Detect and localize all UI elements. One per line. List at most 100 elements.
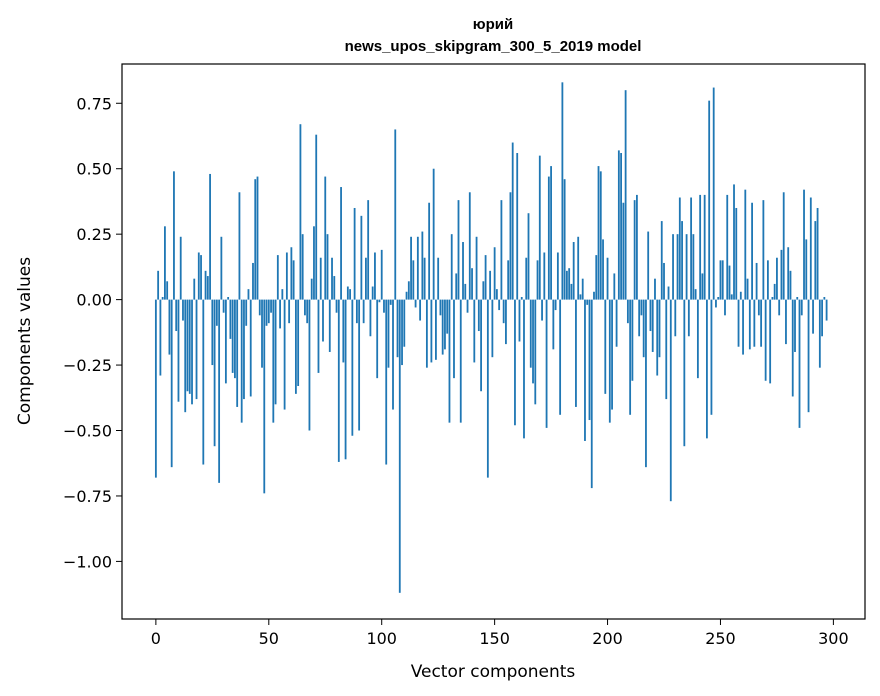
bar-240 (696, 299, 699, 379)
bar-255 (730, 294, 733, 300)
bar-132 (453, 299, 455, 379)
bar-167 (532, 299, 534, 384)
bar-248 (715, 299, 717, 308)
bar-116 (416, 236, 419, 300)
bar-182 (565, 270, 568, 300)
bar-267 (757, 299, 760, 316)
bar-218 (647, 231, 650, 300)
bar-105 (392, 299, 394, 410)
bar-253 (726, 194, 729, 300)
bar-1 (157, 270, 160, 300)
bar-147 (486, 299, 489, 478)
bar-107 (396, 299, 399, 358)
bar-89 (355, 299, 358, 324)
bar-9 (175, 299, 178, 332)
bar-109 (401, 299, 403, 366)
bar-80 (335, 299, 338, 313)
bar-252 (724, 299, 726, 316)
bar-292 (814, 221, 817, 300)
bar-73 (319, 257, 322, 300)
bar-136 (462, 242, 464, 300)
bar-279 (785, 299, 787, 345)
bar-173 (545, 299, 548, 428)
bar-36 (236, 299, 239, 407)
bar-155 (505, 299, 507, 345)
x-axis-ticks: 0 50 100 150 200 250 300 (151, 619, 849, 648)
bar-137 (464, 283, 467, 300)
bar-180 (561, 82, 564, 300)
y-tick-label: 0.00 (76, 291, 112, 310)
bar-150 (493, 247, 496, 300)
bar-124 (435, 299, 437, 360)
bar-254 (728, 265, 731, 300)
bar-228 (669, 299, 672, 502)
bar-93 (365, 257, 367, 300)
bar-243 (703, 194, 706, 300)
bar-272 (769, 299, 772, 384)
bar-91 (360, 215, 363, 300)
bar-85 (346, 286, 349, 300)
bar-62 (294, 299, 297, 394)
bar-201 (608, 299, 611, 423)
bar-83 (342, 299, 345, 363)
bar-47 (261, 299, 263, 368)
bar-236 (687, 299, 690, 337)
bar-202 (611, 299, 613, 410)
bar-265 (753, 299, 756, 347)
bar-23 (206, 276, 209, 300)
bar-17 (193, 278, 196, 300)
bar-84 (344, 299, 347, 460)
bar-220 (651, 299, 654, 352)
bar-239 (694, 289, 697, 300)
bar-51 (270, 299, 272, 313)
bar-206 (620, 153, 622, 300)
bar-264 (751, 202, 753, 300)
bar-78 (331, 257, 333, 300)
bar-164 (525, 257, 528, 300)
bar-66 (304, 299, 306, 316)
bar-64 (299, 124, 302, 300)
bar-257 (735, 207, 738, 300)
bar-15 (188, 299, 191, 394)
bar-199 (604, 299, 607, 394)
bar-191 (586, 299, 589, 305)
bar-53 (274, 299, 277, 405)
bar-48 (263, 299, 266, 494)
bar-149 (491, 299, 494, 358)
bar-217 (645, 299, 647, 468)
bar-139 (468, 192, 471, 300)
bar-235 (685, 234, 688, 300)
y-tick-label: −1.00 (63, 552, 112, 571)
bar-154 (502, 299, 505, 324)
bar-163 (523, 299, 525, 439)
bar-233 (681, 221, 683, 300)
bar-232 (678, 197, 681, 300)
bar-123 (432, 168, 435, 300)
bar-52 (272, 299, 275, 423)
bar-169 (536, 260, 539, 300)
bar-162 (520, 297, 523, 300)
bar-178 (556, 252, 559, 300)
bar-95 (369, 299, 372, 337)
bar-79 (333, 276, 336, 300)
bar-151 (495, 289, 498, 300)
bar-120 (425, 299, 428, 368)
bar-111 (405, 291, 408, 300)
bar-263 (748, 299, 751, 350)
bar-271 (766, 260, 769, 300)
bar-96 (371, 286, 374, 300)
x-tick-label: 300 (818, 629, 849, 648)
bar-176 (552, 299, 555, 350)
bar-165 (527, 213, 530, 300)
bar-153 (500, 200, 503, 300)
bar-56 (281, 289, 284, 300)
y-tick-label: −0.50 (63, 422, 112, 441)
bar-141 (473, 299, 476, 363)
bar-237 (690, 197, 693, 300)
bar-288 (805, 239, 808, 300)
bar-40 (245, 299, 248, 326)
bar-241 (699, 194, 702, 300)
bar-60 (290, 247, 293, 300)
bar-142 (475, 236, 478, 300)
bar-35 (234, 299, 236, 379)
